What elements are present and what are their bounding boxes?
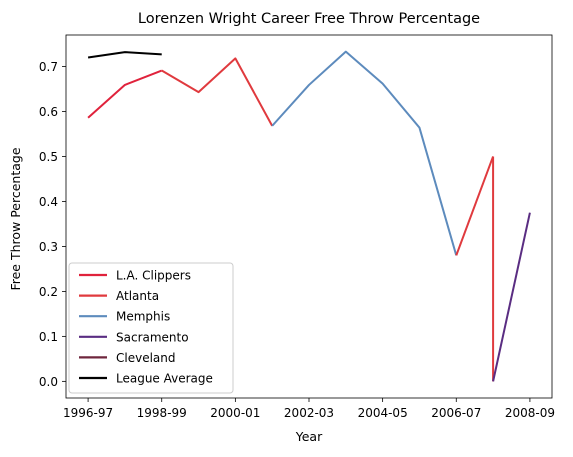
x-tick-label: 2004-05	[358, 406, 408, 420]
legend-label: Memphis	[116, 310, 170, 324]
x-tick-label: 2002-03	[284, 406, 334, 420]
legend-label: Atlanta	[116, 289, 159, 303]
legend-label: Sacramento	[116, 330, 189, 344]
x-tick-label: 2008-09	[505, 406, 555, 420]
y-tick-label: 0.0	[39, 375, 58, 389]
x-axis-label: Year	[295, 429, 323, 444]
x-tick-label: 2000-01	[210, 406, 260, 420]
x-tick-label: 1998-99	[137, 406, 187, 420]
chart-title: Lorenzen Wright Career Free Throw Percen…	[138, 11, 480, 27]
plot-area: 0.0 0.1 0.2 0.3 0.4 0.5 0.6 0.7 1996-97 1998-99 20…	[39, 34, 555, 420]
y-tick-label: 0.4	[39, 195, 58, 209]
series-line-l-a-clippers	[87, 69, 163, 119]
y-tick-label: 0.5	[39, 150, 58, 164]
series-line-league-average	[87, 51, 162, 59]
y-axis-label: Free Throw Percentage	[8, 147, 23, 290]
y-tick-label: 0.6	[39, 105, 58, 119]
y-tick-label: 0.7	[39, 60, 58, 74]
legend-box	[68, 262, 234, 394]
y-tick-label: 0.3	[39, 240, 58, 254]
x-tick-label: 1996-97	[63, 406, 113, 420]
legend-label: L.A. Clippers	[116, 269, 191, 283]
series-line-sacramento	[492, 212, 531, 382]
legend-label: Cleveland	[116, 351, 176, 365]
series-line-atlanta	[161, 57, 274, 127]
y-tick-label: 0.1	[39, 330, 58, 344]
x-tick-label: 2006-07	[431, 406, 481, 420]
series-line-atlanta-return	[455, 156, 495, 256]
legend-label: League Average	[116, 372, 213, 386]
y-tick-label: 0.2	[39, 285, 58, 299]
series-line-memphis	[271, 50, 458, 256]
